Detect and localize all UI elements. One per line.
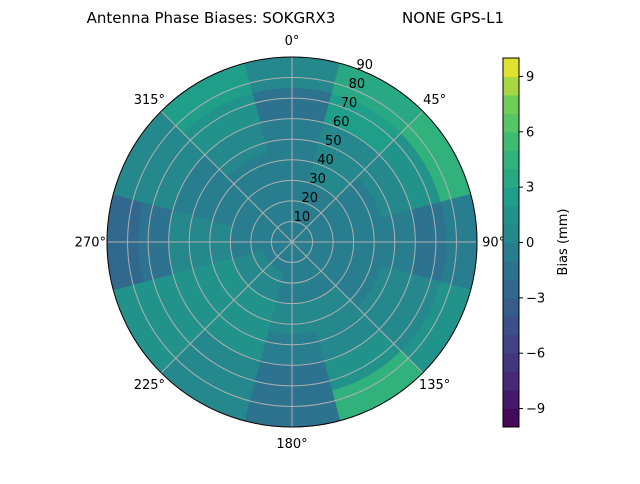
radial-tick-label: 40 [317, 153, 334, 168]
radial-tick-label: 20 [301, 191, 318, 206]
colorbar-tick-label: 3 [526, 181, 534, 196]
radial-ticks: 10 20 30 40 50 60 70 80 90 [294, 58, 373, 225]
colorbar-level [503, 353, 519, 373]
chart-title-right: NONE GPS-L1 [402, 9, 504, 27]
radial-tick-label: 80 [349, 77, 366, 92]
angular-tick-label: 225° [134, 378, 165, 393]
polar-frame [106, 56, 478, 428]
colorbar-level [503, 297, 519, 317]
radial-tick-label: 70 [341, 96, 358, 111]
angular-tick-label: 45° [423, 93, 446, 108]
polar-grid [106, 56, 478, 428]
colorbar-level [503, 58, 519, 77]
colorbar-level [503, 113, 519, 133]
radial-tick-label: 50 [325, 134, 342, 149]
angular-tick-label: 90° [482, 236, 505, 251]
colorbar-label: Bias (mm) [556, 209, 571, 276]
radial-tick-label: 90 [357, 58, 374, 73]
colorbar-level [503, 187, 519, 207]
angular-tick-label: 135° [419, 378, 450, 393]
angular-gridline [160, 110, 293, 243]
radial-tick-label: 60 [333, 115, 350, 130]
colorbar-level [503, 76, 519, 96]
colorbar-level [503, 279, 519, 299]
angular-gridline [160, 241, 293, 374]
colorbar: −9 −6 −3 0 3 6 9 [502, 57, 545, 428]
colorbar-level [503, 131, 519, 151]
colorbar-level [503, 94, 519, 114]
chart-title-left: Antenna Phase Biases: SOKGRX3 [87, 9, 336, 27]
angular-tick-label: 180° [276, 437, 307, 452]
colorbar-level [503, 242, 519, 262]
radial-tick-label: 10 [294, 210, 311, 225]
colorbar-tick-label: −9 [526, 402, 545, 417]
colorbar-level [503, 390, 519, 410]
colorbar-level [503, 224, 519, 243]
angular-tick-label: 315° [134, 93, 165, 108]
colorbar-level [503, 408, 519, 428]
colorbar-level [503, 168, 519, 188]
colorbar-tick-label: 0 [526, 236, 534, 251]
angular-tick-label: 0° [285, 34, 300, 49]
angular-gridline [291, 110, 424, 243]
colorbar-level [503, 316, 519, 336]
colorbar-level [503, 205, 519, 225]
colorbar-level [503, 150, 519, 170]
radial-tick-label: 30 [309, 172, 326, 187]
angular-tick-label: 270° [75, 236, 106, 251]
colorbar-tick-label: 6 [526, 125, 534, 140]
colorbar-tick-label: −3 [526, 291, 545, 306]
colorbar-tick-label: −6 [526, 347, 545, 362]
colorbar-level [503, 334, 519, 354]
angular-gridline [291, 241, 424, 374]
angular-ticks: 0° 45° 90° 135° 180° 225° 270° 315° [75, 34, 505, 452]
colorbar-level [503, 260, 519, 280]
colorbar-tick-label: 9 [526, 70, 534, 85]
colorbar-level [503, 371, 519, 391]
